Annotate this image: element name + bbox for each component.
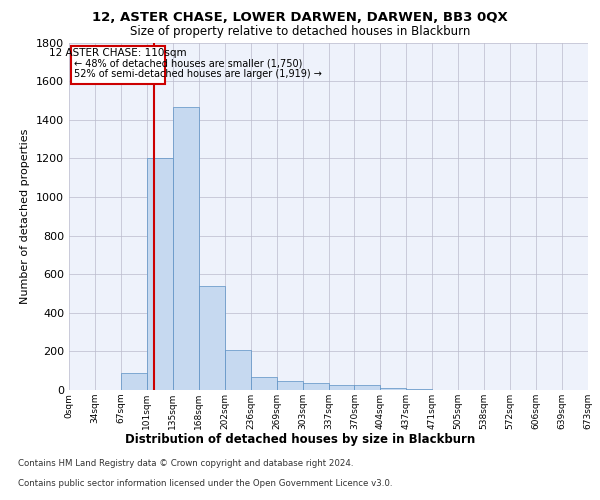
Bar [406,389,432,390]
Text: ← 48% of detached houses are smaller (1,750): ← 48% of detached houses are smaller (1,… [74,59,302,69]
Y-axis label: Number of detached properties: Number of detached properties [20,128,31,304]
Text: 52% of semi-detached houses are larger (1,919) →: 52% of semi-detached houses are larger (… [74,68,322,78]
Text: 12 ASTER CHASE: 110sqm: 12 ASTER CHASE: 110sqm [49,48,187,58]
Text: 12, ASTER CHASE, LOWER DARWEN, DARWEN, BB3 0QX: 12, ASTER CHASE, LOWER DARWEN, DARWEN, B… [92,11,508,24]
Bar [355,384,380,390]
Bar [380,388,406,390]
Bar [173,107,199,390]
Text: Size of property relative to detached houses in Blackburn: Size of property relative to detached ho… [130,25,470,38]
Bar [302,383,329,390]
Bar [329,384,355,390]
Text: Contains public sector information licensed under the Open Government Licence v3: Contains public sector information licen… [18,478,392,488]
Bar [277,381,302,390]
Text: Distribution of detached houses by size in Blackburn: Distribution of detached houses by size … [125,432,475,446]
Bar [121,372,147,390]
Bar [225,350,251,390]
Bar [147,158,173,390]
FancyBboxPatch shape [71,46,165,84]
Bar [251,378,277,390]
Bar [199,286,224,390]
Text: Contains HM Land Registry data © Crown copyright and database right 2024.: Contains HM Land Registry data © Crown c… [18,458,353,468]
